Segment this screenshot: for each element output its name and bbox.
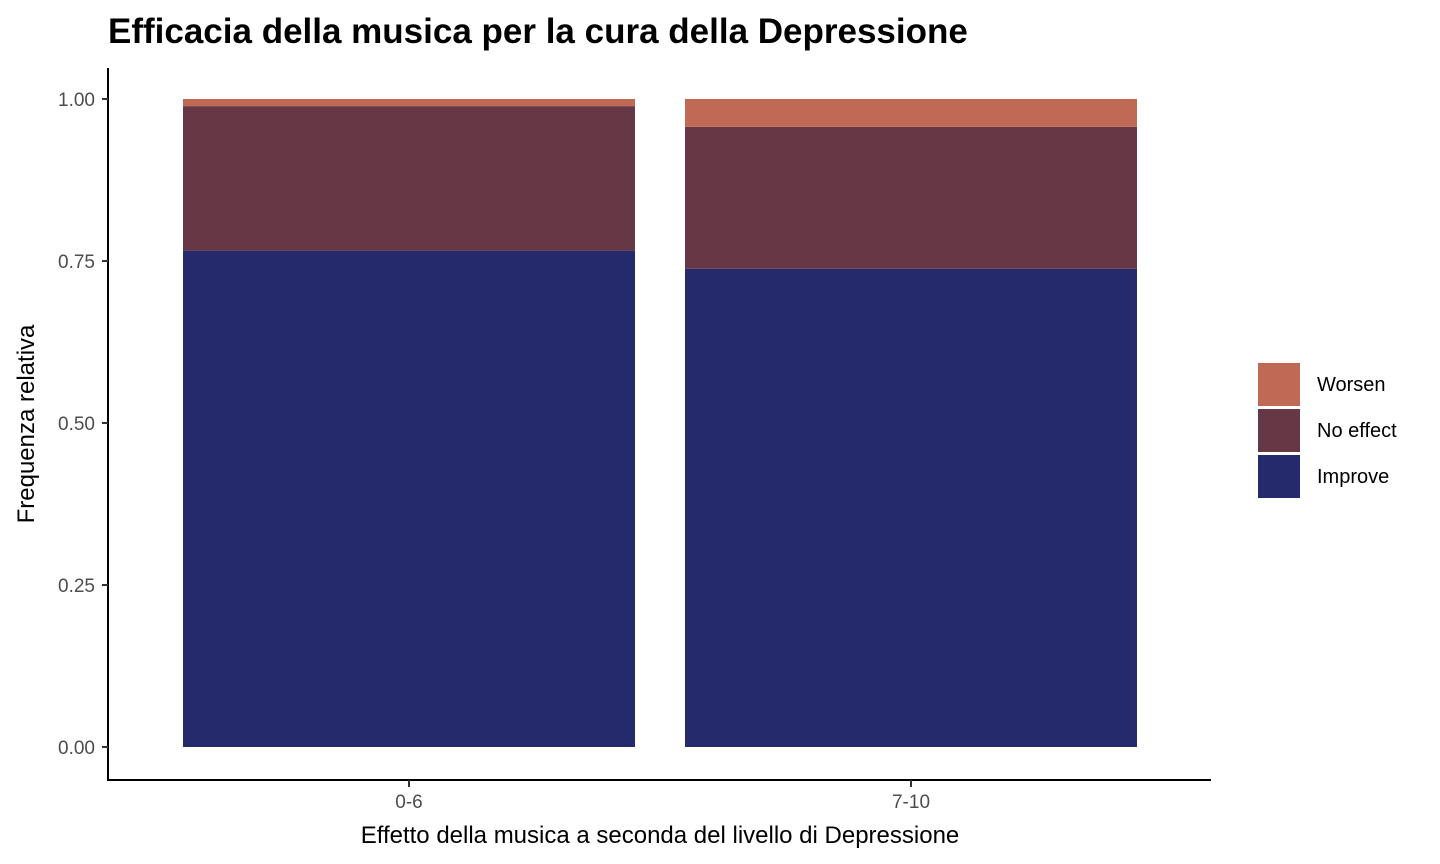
y-tick-label: 0.00: [58, 738, 95, 759]
y-tick-label: 1.00: [58, 90, 95, 111]
legend-label: Improve: [1317, 466, 1389, 488]
legend-label: No effect: [1317, 420, 1397, 442]
y-tick-label: 0.75: [58, 252, 95, 273]
bar-0-6-no-effect: [183, 106, 635, 251]
legend-key-worsen: [1258, 363, 1300, 406]
legend-key-no-effect: [1258, 409, 1300, 452]
x-ticks: 0-6 7-10: [395, 780, 930, 813]
bar-0-6-improve: [183, 250, 635, 747]
chart-title: Efficacia della musica per la cura della…: [108, 12, 968, 51]
y-tick-label: 0.25: [58, 576, 95, 597]
y-axis-title: Frequenza relativa: [13, 324, 40, 523]
legend-key-improve: [1258, 455, 1300, 498]
legend-label: Worsen: [1317, 374, 1386, 396]
x-axis-title: Effetto della musica a seconda del livel…: [361, 822, 960, 849]
bars-layer: [183, 99, 1137, 747]
legend: Worsen No effect Improve: [1258, 363, 1397, 498]
bar-7-10-worsen: [685, 99, 1137, 127]
bar-7-10-no-effect: [685, 126, 1137, 269]
bar-0-6-worsen: [183, 99, 635, 107]
x-tick-label: 0-6: [395, 792, 422, 813]
bar-7-10-improve: [685, 268, 1137, 747]
axes: [107, 68, 1211, 781]
x-tick-label: 7-10: [892, 792, 930, 813]
y-ticks: 0.00 0.25 0.50 0.75 1.00: [58, 90, 108, 759]
y-tick-label: 0.50: [58, 414, 95, 435]
